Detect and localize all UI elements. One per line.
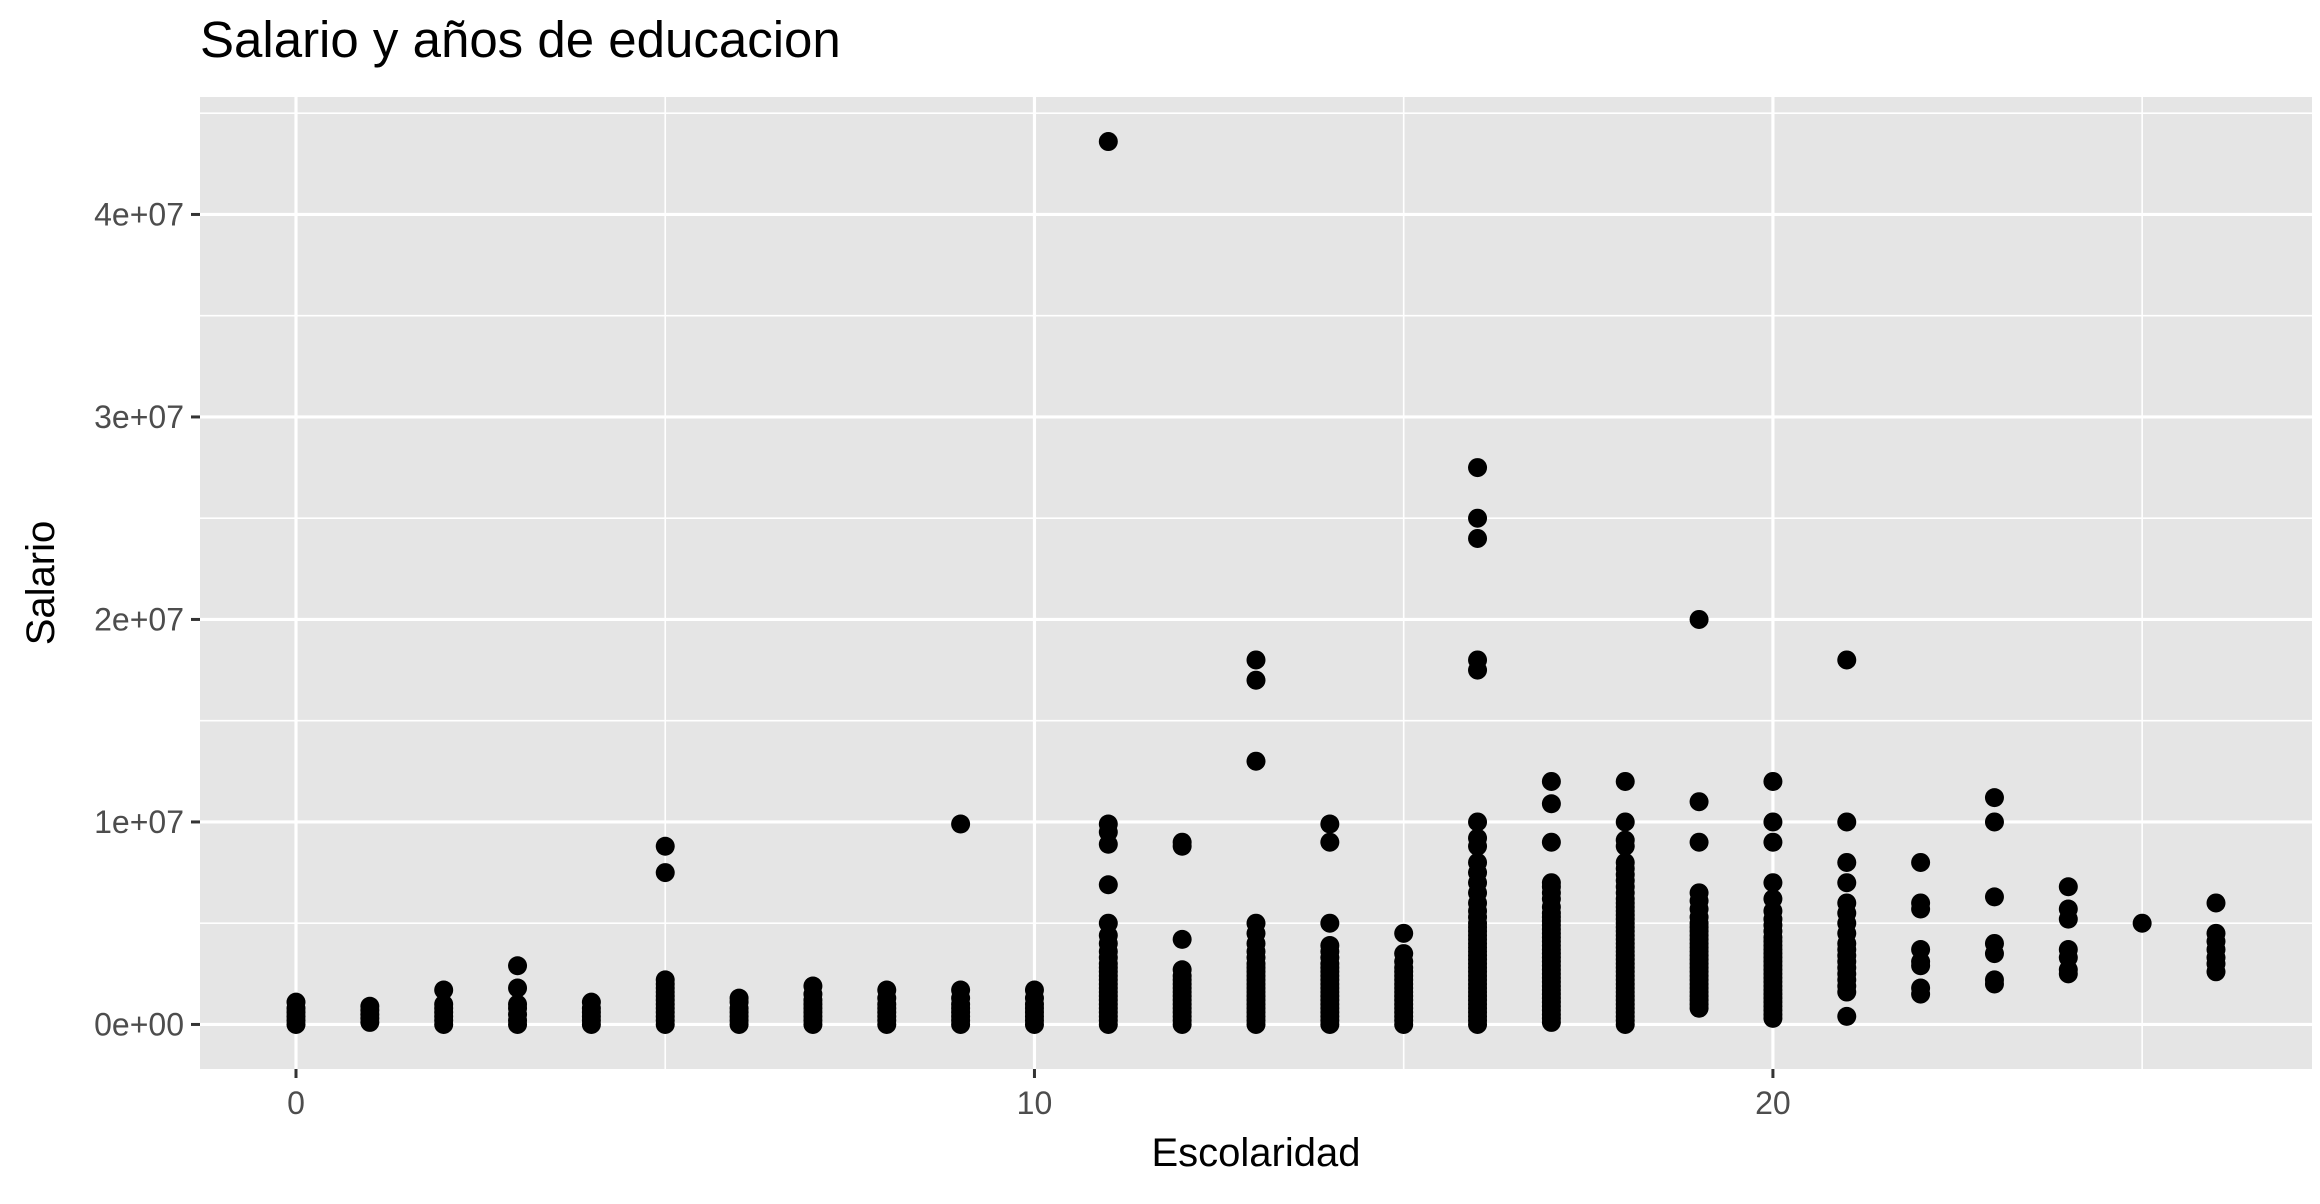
data-point [1394, 923, 1414, 943]
data-points [286, 132, 2226, 1034]
data-point [2206, 893, 2226, 913]
data-point [1172, 832, 1192, 852]
data-point [2058, 877, 2078, 897]
data-point [1172, 960, 1192, 980]
data-point [1984, 812, 2004, 832]
data-point [1394, 944, 1414, 964]
data-point [1837, 812, 1857, 832]
data-point [1246, 650, 1266, 670]
data-point [2058, 899, 2078, 919]
data-point [877, 980, 897, 1000]
data-point [951, 980, 971, 1000]
data-point [1984, 788, 2004, 808]
data-point [360, 996, 380, 1016]
data-point [434, 994, 454, 1014]
data-point [1615, 830, 1635, 850]
data-point [951, 814, 971, 834]
data-point [1246, 913, 1266, 933]
data-point [1911, 978, 1931, 998]
data-point [655, 863, 675, 883]
data-point [508, 956, 528, 976]
data-point [2058, 940, 2078, 960]
data-point [1468, 812, 1488, 832]
data-point [1024, 980, 1044, 1000]
data-point [1763, 771, 1783, 791]
data-point [1468, 650, 1488, 670]
data-point [655, 970, 675, 990]
data-point [1541, 771, 1561, 791]
data-point [1984, 933, 2004, 953]
y-tick-label: 4e+07 [94, 196, 184, 232]
data-point [1837, 893, 1857, 913]
data-point [1837, 1006, 1857, 1026]
data-point [1098, 913, 1118, 933]
data-point [1320, 913, 1340, 933]
data-point [1837, 852, 1857, 872]
x-tick-label: 10 [1017, 1085, 1053, 1121]
data-point [1468, 508, 1488, 528]
y-tick-label: 3e+07 [94, 399, 184, 435]
data-point [2206, 923, 2226, 943]
data-point [508, 978, 528, 998]
data-point [2132, 913, 2152, 933]
data-point [1615, 771, 1635, 791]
data-point [1541, 873, 1561, 893]
data-point [1689, 792, 1709, 812]
data-point [1246, 670, 1266, 690]
data-point [1320, 935, 1340, 955]
data-point [286, 992, 306, 1012]
data-point [1246, 751, 1266, 771]
data-point [1911, 893, 1931, 913]
data-point [1763, 832, 1783, 852]
data-point [655, 836, 675, 856]
data-point [581, 992, 601, 1012]
plot-panel [200, 97, 2312, 1069]
data-point [729, 988, 749, 1008]
data-point [1320, 814, 1340, 834]
x-tick-label: 0 [287, 1085, 305, 1121]
data-point [1172, 929, 1192, 949]
data-point [1837, 873, 1857, 893]
data-point [1098, 132, 1118, 152]
x-tick-label: 20 [1755, 1085, 1791, 1121]
data-point [803, 976, 823, 996]
data-point [1689, 832, 1709, 852]
data-point [1763, 873, 1783, 893]
data-point [508, 994, 528, 1014]
data-point [1763, 812, 1783, 832]
data-point [1615, 812, 1635, 832]
data-point [1541, 832, 1561, 852]
y-tick-label: 0e+00 [94, 1006, 184, 1042]
data-point [1468, 828, 1488, 848]
data-point [1615, 852, 1635, 872]
data-point [1689, 883, 1709, 903]
data-point [1763, 889, 1783, 909]
data-point [1837, 650, 1857, 670]
data-point [1468, 852, 1488, 872]
data-point [1911, 852, 1931, 872]
data-point [1689, 609, 1709, 629]
data-point [1984, 970, 2004, 990]
data-point [434, 980, 454, 1000]
data-point [1098, 814, 1118, 834]
y-axis: 0e+00 1e+07 2e+07 3e+07 4e+07 [94, 196, 200, 1042]
y-tick-label: 1e+07 [94, 804, 184, 840]
data-point [1468, 528, 1488, 548]
chart-title: Salario y años de educacion [200, 11, 841, 68]
data-point [1098, 875, 1118, 895]
data-point [1541, 794, 1561, 814]
x-axis-label: Escolaridad [1151, 1131, 1360, 1175]
data-point [1911, 940, 1931, 960]
data-point [1468, 458, 1488, 478]
data-point [1984, 887, 2004, 907]
x-axis: 0 10 20 [287, 1069, 1791, 1121]
data-point [1320, 832, 1340, 852]
y-tick-label: 2e+07 [94, 601, 184, 637]
y-axis-label: Salario [19, 521, 63, 646]
